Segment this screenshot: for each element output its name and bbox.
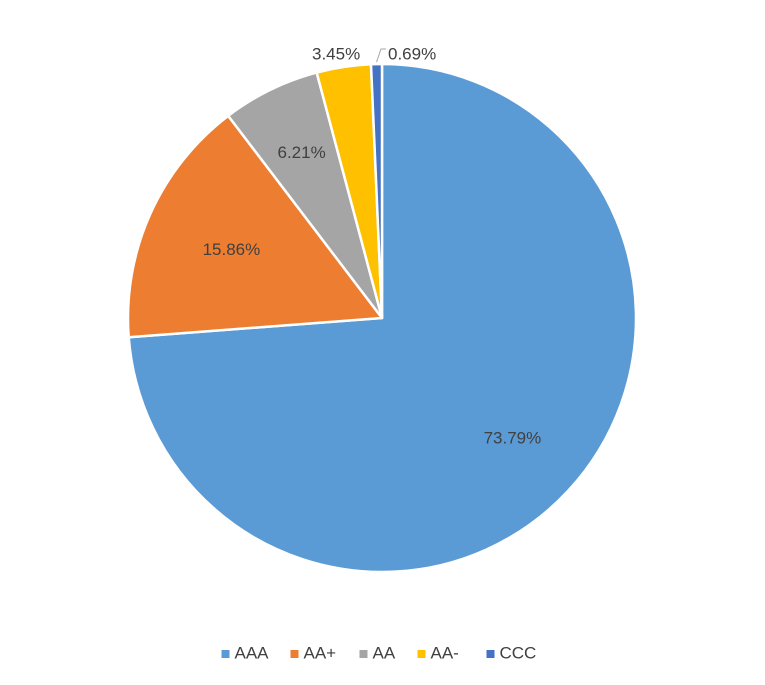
legend: AAA AA+ AA AA- CCC [221, 643, 537, 662]
legend-label-aa: AA [373, 643, 396, 662]
leader-lines [376, 48, 386, 63]
legend-swatch-ccc [486, 650, 495, 658]
pie-slice-ccc [369, 62, 384, 320]
data-label-aa: 6.21% [277, 143, 325, 162]
legend-label-aa-plus: AA+ [304, 643, 337, 662]
legend-label-aa-minus: AA- [431, 643, 459, 662]
data-label-aa-minus: 3.45% [312, 44, 360, 63]
pie-slices [126, 62, 638, 574]
legend-swatch-aa [359, 650, 368, 658]
legend-swatch-aa-plus [290, 650, 299, 658]
legend-label-aaa: AAA [235, 643, 270, 662]
legend-label-ccc: CCC [500, 643, 537, 662]
legend-swatch-aa-minus [417, 650, 426, 658]
pie-slice-aa-plus [126, 114, 384, 339]
legend-swatch-aaa [221, 650, 230, 658]
data-label-aaa: 73.79% [484, 428, 542, 447]
data-labels: 73.79% 15.86% 6.21% 3.45% 0.69% [203, 44, 542, 447]
data-label-ccc: 0.69% [388, 44, 436, 63]
data-label-aa-plus: 15.86% [203, 240, 261, 259]
leader-line-ccc [376, 48, 386, 63]
